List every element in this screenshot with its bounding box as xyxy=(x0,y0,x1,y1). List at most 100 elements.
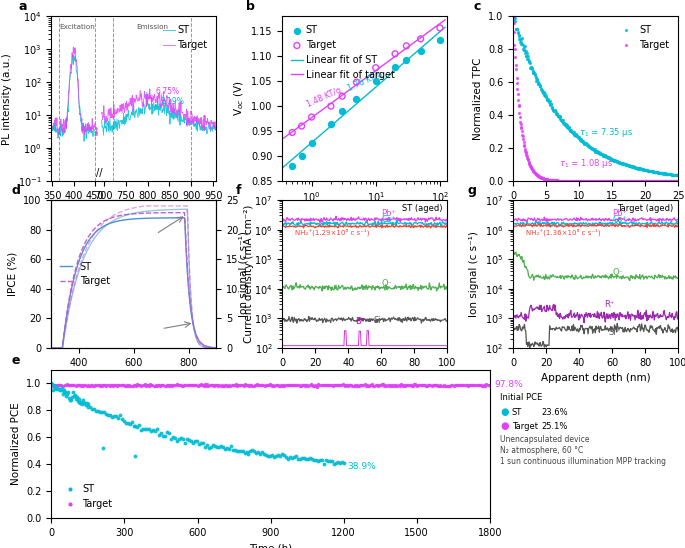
Line: ST: ST xyxy=(50,382,345,465)
Target xyxy=(105,109,113,115)
Text: 25.1%: 25.1% xyxy=(541,421,568,431)
X-axis label: Apparent depth (nm): Apparent depth (nm) xyxy=(541,373,651,383)
ST xyxy=(105,129,113,136)
Legend: ST, Target: ST, Target xyxy=(56,481,116,513)
Text: c: c xyxy=(473,0,481,13)
Linear fit of target xyxy=(362,75,370,81)
Target xyxy=(201,380,210,387)
ST xyxy=(181,439,189,446)
Target xyxy=(390,49,401,58)
Text: $\tau_1$ = 1.08 μs: $\tau_1$ = 1.08 μs xyxy=(560,157,613,170)
Target xyxy=(180,209,188,216)
ST xyxy=(47,345,55,351)
Text: N₂ atmosphere, 60 °C: N₂ atmosphere, 60 °C xyxy=(500,446,584,455)
Target xyxy=(575,178,583,184)
ST xyxy=(337,107,348,116)
Target xyxy=(97,110,105,117)
Text: 2.19%: 2.19% xyxy=(155,97,184,107)
Text: O⁻: O⁻ xyxy=(612,267,623,277)
Linear fit of ST xyxy=(316,132,324,139)
Target xyxy=(371,64,382,72)
Linear fit of target xyxy=(433,22,441,29)
Target xyxy=(47,383,55,390)
Text: //: // xyxy=(96,168,103,178)
Text: O⁻: O⁻ xyxy=(382,279,393,288)
Y-axis label: Current density (mA cm⁻²): Current density (mA cm⁻²) xyxy=(244,205,254,343)
ST xyxy=(70,392,78,399)
Linear fit of target xyxy=(316,108,324,115)
ST xyxy=(140,101,148,107)
Target xyxy=(177,209,185,216)
Text: 1.76 KT/q: 1.76 KT/q xyxy=(347,70,384,93)
ST xyxy=(138,106,146,112)
X-axis label: Wavelength (nm): Wavelength (nm) xyxy=(89,373,179,383)
Target xyxy=(114,213,122,219)
ST xyxy=(158,101,166,107)
Target xyxy=(146,85,154,92)
ST xyxy=(196,124,204,130)
ST xyxy=(329,460,338,467)
ST xyxy=(509,13,517,20)
Linear fit of ST xyxy=(433,31,441,38)
Linear fit of target xyxy=(441,16,449,23)
Linear fit of ST xyxy=(427,35,436,42)
Target xyxy=(119,212,127,218)
Text: NH₂⁺(1.29×10⁶ c s⁻¹): NH₂⁺(1.29×10⁶ c s⁻¹) xyxy=(295,228,370,236)
Target xyxy=(351,78,362,87)
Text: B⁺: B⁺ xyxy=(355,317,365,326)
Text: 6.75%: 6.75% xyxy=(149,87,179,99)
ST xyxy=(563,124,571,130)
ST xyxy=(287,162,298,170)
X-axis label: Apparent depth (nm): Apparent depth (nm) xyxy=(310,373,420,383)
Text: 1 sun continuous illumination MPP tracking: 1 sun continuous illumination MPP tracki… xyxy=(500,456,666,466)
Target xyxy=(366,382,374,389)
Target xyxy=(212,127,220,134)
Linear fit of target xyxy=(375,65,384,71)
X-axis label: Time (h): Time (h) xyxy=(249,543,292,548)
ST xyxy=(201,342,209,349)
ST xyxy=(613,158,621,165)
Text: Pb⁺: Pb⁺ xyxy=(612,209,627,219)
Linear fit of ST xyxy=(375,81,384,87)
Y-axis label: V$_{oc}$ (V): V$_{oc}$ (V) xyxy=(232,81,245,116)
X-axis label: Wavelength (nm): Wavelength (nm) xyxy=(89,206,179,216)
ST xyxy=(629,163,637,170)
ST xyxy=(177,214,185,221)
ST xyxy=(390,62,401,71)
Text: Unencapsulated device: Unencapsulated device xyxy=(500,435,590,444)
Text: 97.8%: 97.8% xyxy=(495,380,523,389)
ST xyxy=(119,217,127,224)
Linear fit of ST xyxy=(310,138,318,144)
ST xyxy=(325,119,336,128)
Line: Target: Target xyxy=(512,16,679,182)
Target xyxy=(629,178,637,184)
ST xyxy=(304,455,312,462)
ST xyxy=(575,134,583,141)
Target xyxy=(434,24,445,32)
Line: ST: ST xyxy=(512,15,679,176)
Text: Excitation: Excitation xyxy=(59,24,95,30)
Text: ST (aged): ST (aged) xyxy=(402,204,443,214)
Target xyxy=(613,178,621,184)
Text: Cs⁺: Cs⁺ xyxy=(382,215,396,224)
ST xyxy=(296,152,307,161)
Text: Cs⁺: Cs⁺ xyxy=(612,215,627,224)
Legend: ST, Target: ST, Target xyxy=(616,21,673,54)
Line: Target: Target xyxy=(51,383,490,388)
Line: ST: ST xyxy=(101,92,216,135)
Text: Si⁺: Si⁺ xyxy=(609,328,621,337)
ST xyxy=(167,436,175,442)
Target xyxy=(195,117,203,123)
Text: f: f xyxy=(236,184,242,197)
Text: Emission: Emission xyxy=(136,24,168,30)
Text: Initial PCE: Initial PCE xyxy=(500,393,543,402)
ST xyxy=(628,163,636,170)
ST xyxy=(47,380,55,387)
Linear fit of target xyxy=(278,136,286,142)
Legend: ST, Target, Linear fit of ST, Linear fit of target: ST, Target, Linear fit of ST, Linear fit… xyxy=(287,21,399,84)
Target xyxy=(296,122,307,130)
Target xyxy=(563,178,571,184)
Target xyxy=(306,113,317,122)
Linear fit of target xyxy=(310,113,318,119)
ST xyxy=(434,36,445,44)
